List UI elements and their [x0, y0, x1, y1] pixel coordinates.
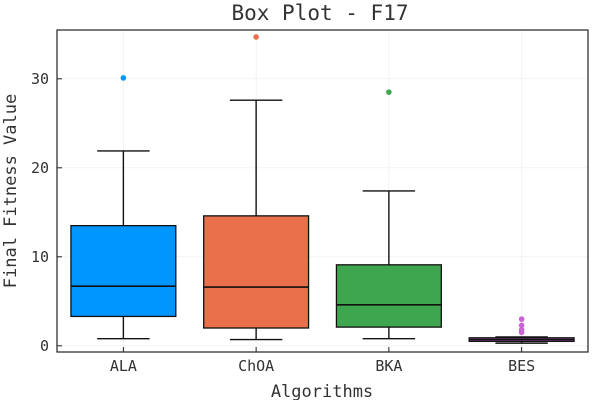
x-tick-label: ChOA [238, 357, 274, 375]
y-tick-label: 30 [31, 70, 49, 88]
box-ala [70, 75, 177, 340]
iqr-box [70, 224, 177, 318]
iqr-box [203, 215, 310, 329]
box-bes [468, 316, 575, 344]
x-tick-label: BES [508, 357, 535, 375]
x-axis-label: Algorithms [271, 382, 373, 400]
box-bka [335, 89, 442, 340]
outlier-point [253, 34, 259, 40]
y-tick-label: 10 [31, 248, 49, 266]
iqr-box [335, 264, 442, 328]
axes: 0 10 20 30 ALA ChOA BKA BES [31, 70, 535, 375]
y-tick-label: 0 [40, 337, 49, 355]
y-axis-label: Final Fitness Value [1, 94, 21, 288]
outlier-point [518, 326, 525, 333]
box-series [70, 34, 575, 344]
x-tick-label: BKA [375, 357, 402, 375]
outlier-point [518, 316, 525, 322]
y-tick-label: 20 [31, 159, 49, 177]
outlier-point [386, 89, 392, 95]
chart-title: Box Plot - F17 [231, 1, 408, 25]
plot-frame [56, 29, 589, 353]
box-choa [203, 34, 310, 341]
x-tick-label: ALA [110, 357, 137, 375]
outlier-point [120, 75, 127, 81]
outlier-point [518, 322, 525, 329]
